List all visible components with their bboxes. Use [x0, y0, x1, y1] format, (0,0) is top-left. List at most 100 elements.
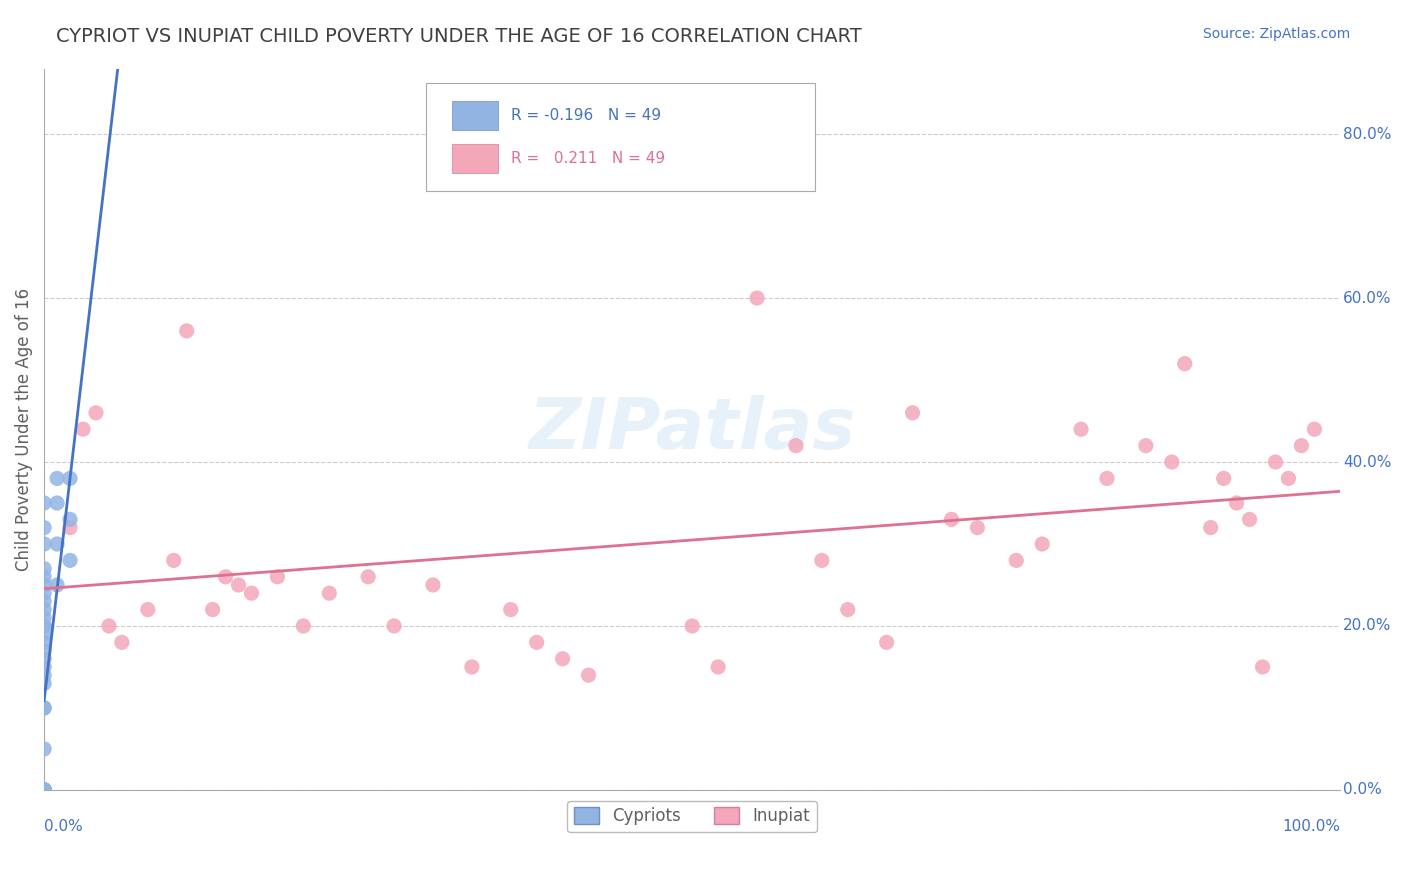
- Point: [551, 652, 574, 666]
- Point: [1264, 455, 1286, 469]
- Point: [901, 406, 924, 420]
- Point: [228, 578, 250, 592]
- Point: [32, 643, 55, 657]
- Point: [214, 570, 236, 584]
- Point: [1031, 537, 1053, 551]
- Point: [32, 783, 55, 797]
- Point: [84, 406, 107, 420]
- Text: Source: ZipAtlas.com: Source: ZipAtlas.com: [1202, 27, 1350, 41]
- Point: [32, 627, 55, 641]
- Point: [59, 520, 82, 534]
- Point: [382, 619, 405, 633]
- Point: [1135, 439, 1157, 453]
- Point: [1239, 512, 1261, 526]
- Point: [1226, 496, 1249, 510]
- Point: [1160, 455, 1182, 469]
- Text: 60.0%: 60.0%: [1343, 291, 1392, 306]
- Point: [32, 701, 55, 715]
- Point: [32, 660, 55, 674]
- Point: [32, 783, 55, 797]
- Point: [32, 783, 55, 797]
- Text: CYPRIOT VS INUPIAT CHILD POVERTY UNDER THE AGE OF 16 CORRELATION CHART: CYPRIOT VS INUPIAT CHILD POVERTY UNDER T…: [56, 27, 862, 45]
- Point: [201, 602, 224, 616]
- Point: [318, 586, 340, 600]
- Text: 0.0%: 0.0%: [44, 819, 83, 834]
- Point: [32, 783, 55, 797]
- Point: [32, 783, 55, 797]
- Point: [97, 619, 120, 633]
- FancyBboxPatch shape: [453, 101, 498, 130]
- Point: [32, 570, 55, 584]
- Point: [32, 520, 55, 534]
- Point: [422, 578, 444, 592]
- Point: [32, 783, 55, 797]
- Point: [32, 783, 55, 797]
- Point: [32, 783, 55, 797]
- Point: [1277, 471, 1299, 485]
- Point: [32, 783, 55, 797]
- Point: [785, 439, 807, 453]
- Point: [32, 783, 55, 797]
- Point: [32, 668, 55, 682]
- Point: [357, 570, 380, 584]
- Point: [32, 676, 55, 690]
- Point: [745, 291, 768, 305]
- Point: [1303, 422, 1326, 436]
- Point: [1005, 553, 1028, 567]
- Point: [811, 553, 834, 567]
- Text: 80.0%: 80.0%: [1343, 127, 1392, 142]
- Point: [32, 783, 55, 797]
- Point: [32, 783, 55, 797]
- Point: [32, 561, 55, 575]
- FancyBboxPatch shape: [426, 83, 815, 191]
- Text: ZIPatlas: ZIPatlas: [529, 395, 856, 464]
- Point: [59, 512, 82, 526]
- Point: [176, 324, 198, 338]
- Point: [32, 635, 55, 649]
- Point: [32, 783, 55, 797]
- Point: [32, 783, 55, 797]
- Point: [32, 783, 55, 797]
- Point: [292, 619, 315, 633]
- Point: [32, 578, 55, 592]
- Point: [681, 619, 703, 633]
- Point: [32, 537, 55, 551]
- Text: R = -0.196   N = 49: R = -0.196 N = 49: [510, 108, 661, 123]
- Point: [240, 586, 263, 600]
- Point: [136, 602, 159, 616]
- Point: [32, 619, 55, 633]
- Point: [32, 594, 55, 608]
- Text: R =   0.211   N = 49: R = 0.211 N = 49: [510, 152, 665, 166]
- Point: [837, 602, 859, 616]
- Text: 20.0%: 20.0%: [1343, 618, 1392, 633]
- Text: 100.0%: 100.0%: [1282, 819, 1340, 834]
- Point: [266, 570, 288, 584]
- Point: [32, 783, 55, 797]
- Point: [1251, 660, 1274, 674]
- Point: [32, 701, 55, 715]
- Point: [966, 520, 988, 534]
- Point: [46, 578, 69, 592]
- Point: [1199, 520, 1222, 534]
- Point: [461, 660, 484, 674]
- Point: [707, 660, 730, 674]
- Point: [32, 496, 55, 510]
- Point: [32, 619, 55, 633]
- Point: [59, 553, 82, 567]
- Point: [1291, 439, 1313, 453]
- Legend: Cypriots, Inupiat: Cypriots, Inupiat: [568, 801, 817, 832]
- FancyBboxPatch shape: [453, 145, 498, 173]
- Text: 40.0%: 40.0%: [1343, 455, 1392, 469]
- Point: [163, 553, 186, 567]
- Point: [32, 586, 55, 600]
- Text: 0.0%: 0.0%: [1343, 782, 1382, 797]
- Point: [46, 537, 69, 551]
- Point: [32, 783, 55, 797]
- Point: [1174, 357, 1197, 371]
- Point: [32, 602, 55, 616]
- Point: [59, 471, 82, 485]
- Point: [941, 512, 963, 526]
- Point: [876, 635, 898, 649]
- Point: [32, 783, 55, 797]
- Point: [46, 471, 69, 485]
